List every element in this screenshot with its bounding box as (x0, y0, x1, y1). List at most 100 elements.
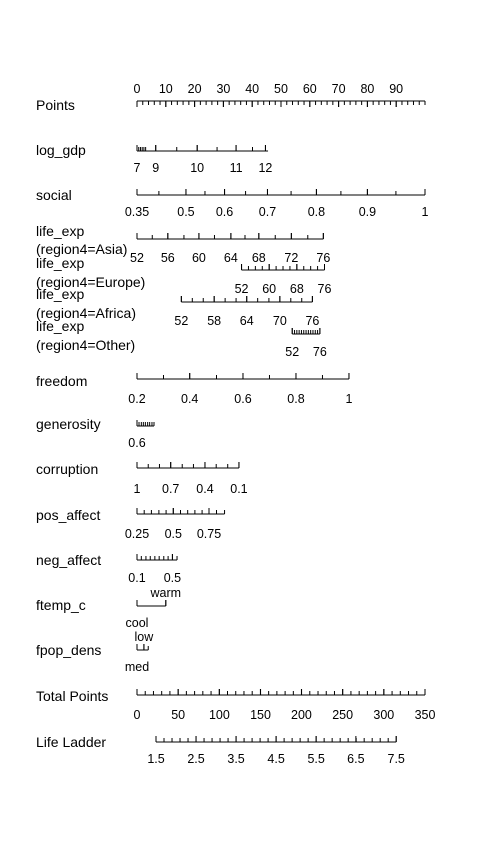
tick-label: 72 (284, 251, 298, 265)
tick-label: 70 (273, 314, 287, 328)
tick-label: 1.5 (147, 752, 164, 766)
axis-neg-affect: neg_affect 0.1 0.5 (36, 552, 181, 585)
tick-label: 76 (316, 251, 330, 265)
tick-label: 76 (313, 345, 327, 359)
axis-ftemp-c: ftemp_c warm cool (36, 586, 181, 630)
tick-label: 250 (332, 708, 353, 722)
tick-label: 52 (235, 282, 249, 296)
tick-label: 68 (252, 251, 266, 265)
axis-label: log_gdp (36, 142, 86, 158)
tick-label: 0.6 (234, 392, 251, 406)
axis-pos-affect: pos_affect 0.25 0.5 0.75 (36, 507, 225, 541)
tick-label: 0.7 (162, 482, 179, 496)
axis-label: life_exp (36, 286, 84, 302)
tick-label: 20 (188, 82, 202, 96)
tick-label: 350 (415, 708, 436, 722)
tick-label: 0.7 (259, 205, 276, 219)
tick-label: 11 (230, 161, 243, 175)
tick-label: 0.75 (197, 527, 221, 541)
tick-label: 0.6 (128, 436, 145, 450)
tick-label: 52 (285, 345, 299, 359)
tick-label: 10 (159, 82, 173, 96)
axis-label: freedom (36, 373, 87, 389)
tick-label: 0.5 (164, 571, 181, 585)
axis-label: Points (36, 97, 75, 113)
tick-label: 0.4 (196, 482, 213, 496)
axis-label: Total Points (36, 688, 108, 704)
tick-label: 0.25 (125, 527, 149, 541)
tick-label: 150 (250, 708, 271, 722)
tick-label: 0.6 (216, 205, 233, 219)
tick-label: 7 (134, 161, 141, 175)
tick-label: 5.5 (307, 752, 324, 766)
axis-freedom: freedom 0.2 0.4 0.6 0.8 1 (36, 373, 352, 406)
axis-label: corruption (36, 461, 98, 477)
axis-label: neg_affect (36, 552, 101, 568)
tick-label: cool (126, 616, 149, 630)
tick-label: 0.8 (308, 205, 325, 219)
tick-label: 60 (192, 251, 206, 265)
tick-label: 0.8 (287, 392, 304, 406)
tick-label: 10 (190, 161, 204, 175)
axis-generosity: generosity 0.6 (36, 416, 154, 450)
tick-label: 68 (290, 282, 304, 296)
tick-label: 60 (262, 282, 276, 296)
tick-label: 0 (134, 708, 141, 722)
axis-total-points: Total Points 0 50 100 150 200 250 300 350 (36, 688, 435, 722)
axis-social: social 0.35 0.5 0.6 0.7 0.8 0.9 1 (36, 187, 429, 219)
axis-log-gdp: log_gdp 7 9 10 11 12 (36, 142, 272, 175)
tick-label: 30 (216, 82, 230, 96)
tick-label: 50 (171, 708, 185, 722)
tick-label: 0.4 (181, 392, 198, 406)
tick-label: 76 (305, 314, 319, 328)
tick-label: 0.5 (165, 527, 182, 541)
tick-label: 2.5 (187, 752, 204, 766)
tick-label: 0.1 (230, 482, 247, 496)
tick-label: low (135, 630, 155, 644)
axis-label: generosity (36, 416, 101, 432)
axis-label: life_exp (36, 223, 84, 239)
tick-label: 1 (345, 392, 352, 406)
tick-label: 100 (209, 708, 230, 722)
tick-label: 70 (332, 82, 346, 96)
axis-label: life_exp (36, 318, 84, 334)
tick-label: 60 (303, 82, 317, 96)
tick-label: 64 (224, 251, 238, 265)
tick-label: 80 (360, 82, 374, 96)
axis-label: life_exp (36, 255, 84, 271)
axis-label: Life Ladder (36, 734, 106, 750)
tick-label: 0.35 (125, 205, 149, 219)
axis-label: ftemp_c (36, 597, 86, 613)
tick-label: 1 (134, 482, 141, 496)
tick-label: 64 (240, 314, 254, 328)
axis-label: fpop_dens (36, 642, 101, 658)
tick-label: 56 (161, 251, 175, 265)
tick-label: 7.5 (388, 752, 405, 766)
tick-label: 12 (258, 161, 272, 175)
axis-corruption: corruption 1 0.7 0.4 0.1 (36, 461, 248, 496)
tick-label: 76 (318, 282, 332, 296)
tick-label: med (125, 660, 149, 674)
axis-label-line2: (region4=Other) (36, 337, 135, 353)
axis-fpop-dens: fpop_dens low med (36, 630, 154, 674)
tick-label: 90 (389, 82, 403, 96)
tick-label: 0.5 (177, 205, 194, 219)
tick-label: 200 (291, 708, 312, 722)
tick-label: warm (150, 586, 182, 600)
tick-label: 300 (373, 708, 394, 722)
axis-life-ladder: Life Ladder 1.5 2.5 3.5 4.5 5.5 6.5 7.5 (36, 734, 405, 766)
tick-label: 52 (174, 314, 188, 328)
axis-label: pos_affect (36, 507, 100, 523)
axis-points: Points 0 10 20 30 40 50 60 70 80 90 (36, 82, 425, 113)
tick-label: 0.2 (128, 392, 145, 406)
tick-label: 3.5 (227, 752, 244, 766)
tick-label: 0.1 (128, 571, 145, 585)
tick-label: 58 (207, 314, 221, 328)
tick-label: 40 (245, 82, 259, 96)
tick-label: 0 (134, 82, 141, 96)
tick-label: 52 (130, 251, 144, 265)
tick-label: 50 (274, 82, 288, 96)
tick-label: 0.9 (359, 205, 376, 219)
tick-label: 6.5 (347, 752, 364, 766)
